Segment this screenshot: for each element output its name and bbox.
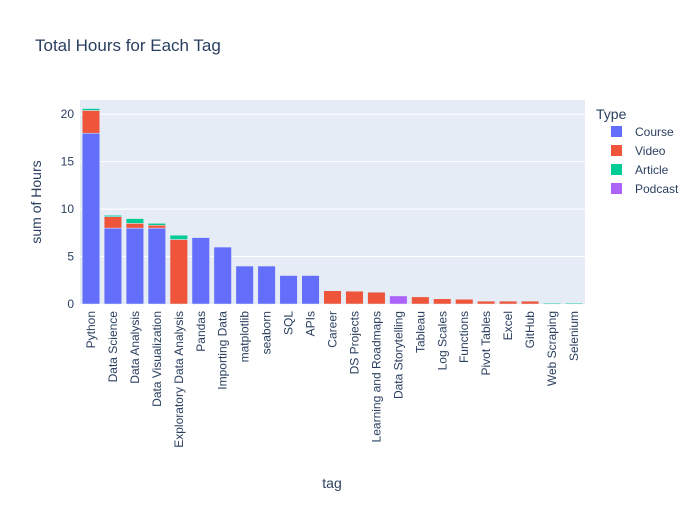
bar-course-segment[interactable] — [236, 266, 254, 304]
bar-course-segment[interactable] — [258, 266, 276, 304]
y-tick-label: 15 — [61, 155, 75, 169]
bar-article-segment[interactable] — [126, 219, 144, 224]
legend-label[interactable]: Podcast — [635, 182, 679, 196]
bar-video-segment[interactable] — [170, 239, 188, 304]
bar-video-segment[interactable] — [148, 225, 166, 228]
x-tick-label: seaborn — [260, 311, 274, 354]
bar-course-segment[interactable] — [214, 247, 232, 304]
x-tick-label: Pivot Tables — [479, 311, 493, 375]
bar-video-segment[interactable] — [455, 299, 473, 304]
x-tick-label: SQL — [282, 311, 296, 335]
bar-video-segment[interactable] — [521, 301, 539, 304]
y-tick-label: 10 — [61, 202, 75, 216]
x-tick-label: Data Visualization — [150, 311, 164, 407]
legend-label[interactable]: Video — [635, 144, 666, 158]
legend-label[interactable]: Article — [635, 163, 669, 177]
bar-course-segment[interactable] — [302, 276, 320, 304]
bar-course-segment[interactable] — [126, 228, 144, 304]
bar-course-segment[interactable] — [104, 228, 122, 304]
x-tick-label: Career — [326, 311, 340, 348]
bar-video-segment[interactable] — [346, 291, 364, 304]
bar-course-segment[interactable] — [192, 238, 210, 304]
bar-video-segment[interactable] — [104, 217, 122, 228]
x-tick-label: Functions — [457, 311, 471, 363]
bar-video-segment[interactable] — [82, 110, 100, 133]
bar-article-segment[interactable] — [148, 223, 166, 225]
x-tick-label: Web Scraping — [545, 311, 559, 386]
x-tick-label: Data Analysis — [128, 311, 142, 384]
bar-video-segment[interactable] — [412, 297, 430, 304]
bar-course-segment[interactable] — [82, 133, 100, 304]
x-tick-label: APIs — [304, 311, 318, 336]
x-tick-label: Selenium — [567, 311, 581, 361]
x-tick-label: matplotlib — [238, 311, 252, 363]
x-tick-label: Log Scales — [435, 311, 449, 370]
bar-article-segment[interactable] — [565, 303, 583, 304]
x-tick-label: Data Science — [106, 311, 120, 383]
legend-swatch[interactable] — [611, 145, 622, 156]
bar-video-segment[interactable] — [126, 223, 144, 228]
bar-article-segment[interactable] — [82, 109, 100, 111]
x-axis-title: tag — [322, 475, 341, 491]
bar-video-segment[interactable] — [499, 301, 517, 304]
chart-title: Total Hours for Each Tag — [35, 36, 221, 55]
bar-article-segment[interactable] — [170, 235, 188, 239]
x-tick-label: Excel — [501, 311, 515, 340]
bar-video-segment[interactable] — [477, 301, 495, 304]
bar-article-segment[interactable] — [543, 303, 561, 304]
bar-podcast-segment[interactable] — [390, 296, 408, 304]
x-tick-label: Exploratory Data Analysis — [172, 311, 186, 448]
bar-course-segment[interactable] — [148, 228, 166, 304]
x-tick-label: Importing Data — [216, 311, 230, 390]
y-tick-label: 5 — [67, 250, 74, 264]
x-tick-label: Python — [84, 311, 98, 348]
x-tick-label: GitHub — [523, 311, 537, 349]
x-tick-label: Data Storytelling — [391, 311, 405, 399]
x-tick-label: Tableau — [413, 311, 427, 353]
legend-title: Type — [596, 106, 627, 122]
x-tick-label: Pandas — [194, 311, 208, 352]
y-axis-title: sum of Hours — [28, 160, 44, 243]
bar-video-segment[interactable] — [368, 292, 386, 304]
y-tick-label: 0 — [67, 297, 74, 311]
legend-swatch[interactable] — [611, 164, 622, 175]
bar-video-segment[interactable] — [434, 299, 452, 304]
bar-article-segment[interactable] — [104, 215, 122, 216]
legend-swatch[interactable] — [611, 183, 622, 194]
legend-label[interactable]: Course — [635, 125, 674, 139]
bar-video-segment[interactable] — [324, 291, 342, 304]
legend-swatch[interactable] — [611, 126, 622, 137]
x-tick-label: Learning and Roadmaps — [369, 311, 383, 442]
y-tick-label: 20 — [61, 107, 75, 121]
bar-course-segment[interactable] — [280, 276, 298, 304]
x-tick-label: DS Projects — [347, 311, 361, 374]
